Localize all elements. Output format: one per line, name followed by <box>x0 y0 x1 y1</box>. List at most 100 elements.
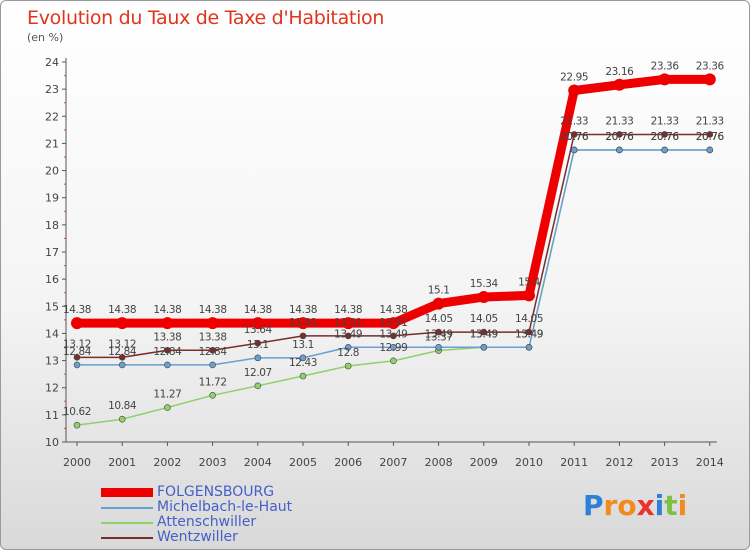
data-label: 21.33 <box>605 115 633 127</box>
y-tick-label: 14 <box>45 327 59 340</box>
legend-label: Michelbach-le-Haut <box>157 499 293 515</box>
data-label: 13.91 <box>334 317 362 329</box>
y-tick-label: 18 <box>45 219 59 232</box>
data-point <box>432 297 445 310</box>
data-label: 14.38 <box>334 304 362 316</box>
data-label: 14.38 <box>379 304 407 316</box>
legend-label: FOLGENSBOURG <box>157 484 275 500</box>
x-tick-label: 2010 <box>515 456 543 469</box>
data-label: 13.49 <box>515 328 543 340</box>
chart-axes: 10 11 12 13 14 15 16 17 18 19 20 21 22 23 24 2000 2001 20… <box>45 56 724 469</box>
data-label: 11.72 <box>199 376 227 388</box>
data-label: 12.84 <box>108 346 137 358</box>
data-label: 13.1 <box>292 339 314 351</box>
data-label: 14.38 <box>199 304 227 316</box>
x-tick-label: 2007 <box>379 456 407 469</box>
data-label: 13.49 <box>379 328 407 340</box>
y-tick-label: 10 <box>45 436 59 449</box>
x-tick-label: 2001 <box>108 456 136 469</box>
legend-swatch <box>101 506 153 509</box>
data-label: 13.12 <box>108 338 136 350</box>
data-label: 20.76 <box>696 131 725 143</box>
data-point <box>118 361 126 369</box>
data-point <box>390 332 397 340</box>
data-point <box>73 421 81 429</box>
y-tick-label: 12 <box>45 382 59 395</box>
data-point <box>254 382 262 390</box>
data-label: 14.38 <box>244 304 272 316</box>
data-label: 13.1 <box>247 339 269 351</box>
data-label: 13.49 <box>515 328 543 340</box>
data-point <box>661 131 668 138</box>
data-label: 14.38 <box>289 304 317 316</box>
x-tick-label: 2013 <box>651 456 679 469</box>
logo-letter: i <box>654 489 665 522</box>
logo-letter: P <box>583 489 604 522</box>
data-point <box>73 354 81 361</box>
x-tick-label: 2006 <box>334 456 362 469</box>
data-point <box>703 73 716 86</box>
y-tick-label: 15 <box>45 300 59 313</box>
legend-swatch <box>101 521 153 524</box>
data-point <box>297 317 309 330</box>
logo-letter: o <box>617 489 637 522</box>
data-label: 13.38 <box>199 331 227 343</box>
data-label: 23.36 <box>651 60 680 72</box>
data-point <box>344 332 352 340</box>
x-tick-label: 2005 <box>289 456 317 469</box>
data-point <box>480 343 488 351</box>
data-label: 20.76 <box>696 131 725 143</box>
data-label: 21.33 <box>560 115 588 127</box>
data-label: 20.76 <box>651 131 680 143</box>
data-point <box>480 328 488 336</box>
data-label: 13.37 <box>425 332 453 344</box>
chart-unit-label: (en %) <box>27 31 64 44</box>
y-tick-label: 23 <box>45 83 59 96</box>
data-point <box>299 332 307 340</box>
data-label: 13.38 <box>153 331 181 343</box>
data-point <box>209 392 216 399</box>
logo-letter: x <box>636 489 655 522</box>
data-point <box>570 146 578 154</box>
x-tick-label: 2003 <box>199 456 227 469</box>
data-point <box>390 357 397 365</box>
data-label: 13.49 <box>470 328 498 340</box>
data-label: 13.49 <box>470 328 498 340</box>
proxiti-logo: Proxiti <box>583 489 687 522</box>
data-label: 14.05 <box>515 313 543 325</box>
data-point <box>164 404 171 411</box>
data-label: 15.34 <box>470 278 499 290</box>
data-point <box>477 291 490 304</box>
y-tick-label: 22 <box>45 110 59 123</box>
data-label: 12.84 <box>153 346 182 358</box>
data-point <box>344 343 352 351</box>
data-label: 20.76 <box>560 131 589 143</box>
data-point <box>344 362 352 370</box>
data-point <box>658 73 671 86</box>
data-label: 12.8 <box>337 347 359 359</box>
x-tick-label: 2008 <box>425 456 453 469</box>
y-tick-label: 13 <box>45 355 59 368</box>
data-point <box>523 289 535 302</box>
data-point <box>616 131 623 138</box>
data-point <box>568 84 581 97</box>
x-tick-label: 2002 <box>153 456 181 469</box>
data-point <box>164 346 171 354</box>
data-point <box>254 339 262 347</box>
chart-title: Evolution du Taux de Taxe d'Habitation <box>27 7 385 29</box>
data-point <box>118 415 126 423</box>
data-label: 13.12 <box>63 338 91 350</box>
data-point <box>342 317 355 330</box>
data-point <box>570 131 578 138</box>
data-label: 15.1 <box>428 285 450 297</box>
data-point <box>387 317 400 330</box>
data-label: 12.84 <box>63 346 92 358</box>
data-label: 13.49 <box>334 328 362 340</box>
legend-label: Attenschwiller <box>157 514 257 530</box>
data-point <box>706 131 714 138</box>
data-label: 20.76 <box>605 131 634 143</box>
data-label: 13.64 <box>244 324 273 336</box>
x-tick-label: 2011 <box>560 456 588 469</box>
